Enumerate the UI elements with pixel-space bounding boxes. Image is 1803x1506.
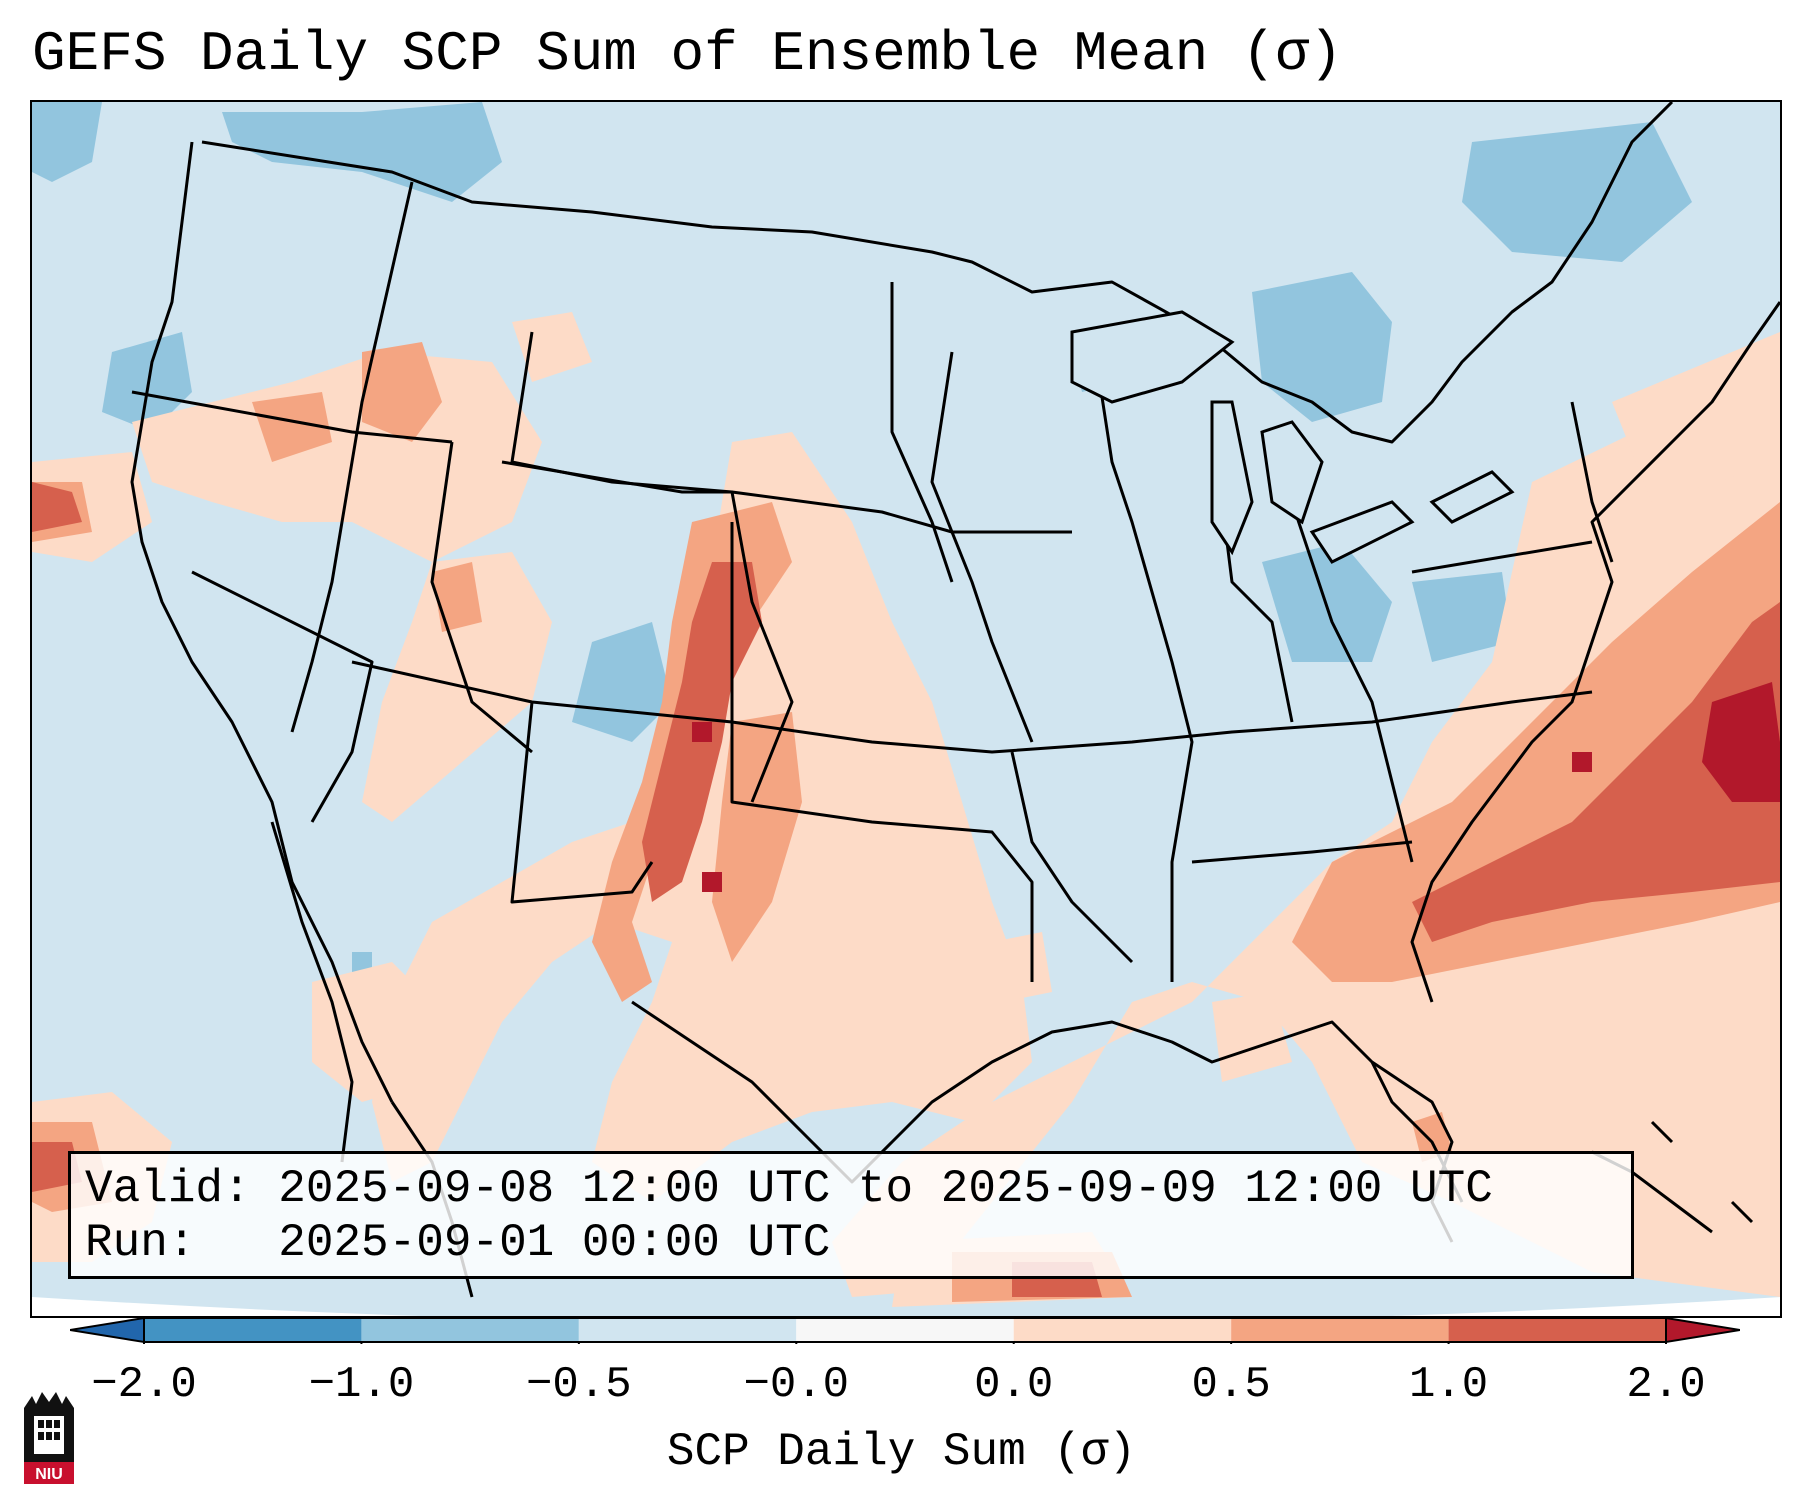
state-line-18	[1570, 401, 1614, 563]
state-line-10	[890, 282, 954, 583]
colorbar-tick-label: 0.5	[1191, 1360, 1271, 1410]
colorbar-bin	[1448, 1318, 1666, 1342]
colorbar-bin	[144, 1318, 362, 1342]
colorbar-tick-label: −0.0	[743, 1360, 850, 1410]
state-line-1	[131, 390, 453, 444]
colorbar-bin	[1231, 1318, 1449, 1342]
colorbar-tick-label: 0.0	[974, 1360, 1054, 1410]
state-line-9	[730, 522, 1034, 982]
colorbar-bin	[361, 1318, 579, 1342]
colorbar-tick-label: 1.0	[1408, 1360, 1489, 1410]
colorbar-outline	[143, 1317, 1667, 1343]
state-line-11	[930, 351, 1034, 743]
colorbar-bin	[796, 1318, 1014, 1342]
colorbar-extend-high	[1665, 1316, 1740, 1344]
map-panel: Valid: 2025-09-08 12:00 UTC to 2025-09-0…	[30, 100, 1782, 1318]
state-line-4	[430, 441, 533, 754]
colorbar-bin	[1013, 1318, 1232, 1342]
very-strong-positive-areas	[692, 682, 1780, 892]
colorbar-tick-label: 2.0	[1626, 1360, 1706, 1410]
valid-time-line: Valid: 2025-09-08 12:00 UTC to 2025-09-0…	[85, 1163, 1493, 1215]
slight-positive-areas	[32, 312, 1780, 1307]
state-line-17	[1411, 540, 1593, 574]
colorbar-bin	[578, 1318, 797, 1342]
colorbar	[70, 1316, 1740, 1344]
svg-text:NIU: NIU	[35, 1466, 63, 1483]
colorbar-tick-label: −0.5	[526, 1360, 632, 1410]
great-lakes	[1070, 310, 1515, 564]
chart-title: GEFS Daily SCP Sum of Ensemble Mean (σ)	[32, 22, 1343, 86]
colorbar-tick-label: −2.0	[91, 1360, 197, 1410]
negative-anomaly-areas	[32, 102, 1692, 972]
validity-info-box: Valid: 2025-09-08 12:00 UTC to 2025-09-0…	[68, 1151, 1634, 1279]
state-line-7	[351, 660, 1593, 754]
state-line-15	[1010, 751, 1134, 964]
east-coast	[1410, 301, 1780, 1003]
state-line-8	[510, 701, 654, 904]
state-line-2	[290, 181, 414, 733]
state-line-12	[1090, 331, 1194, 982]
run-time-line: Run: 2025-09-01 00:00 UTC	[85, 1217, 831, 1269]
state-line-6	[501, 460, 1072, 534]
gulf-coast	[631, 1000, 1454, 1243]
colorbar-tick-label: −1.0	[308, 1360, 415, 1410]
canada-us-border	[201, 102, 1674, 444]
scp-map	[32, 102, 1780, 1316]
baja-coast	[270, 821, 354, 1163]
colorbar-extend-low	[70, 1316, 145, 1344]
niu-logo: NIU	[24, 1392, 74, 1484]
colorbar-label: SCP Daily Sum (σ)	[666, 1426, 1137, 1478]
west-coast	[130, 141, 394, 1103]
state-line-3	[191, 570, 374, 823]
state-line-16	[1191, 840, 1413, 864]
state-line-14	[1290, 501, 1414, 863]
